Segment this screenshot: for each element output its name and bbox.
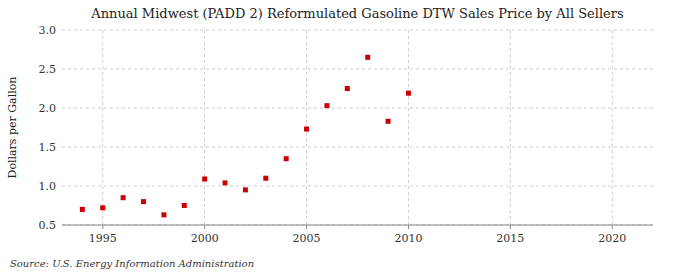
x-tick bbox=[510, 225, 511, 229]
point bbox=[80, 207, 85, 212]
x-grid-line bbox=[612, 30, 613, 225]
points bbox=[80, 55, 411, 218]
point bbox=[345, 86, 350, 91]
title: Annual Midwest (PADD 2) Reformulated Gas… bbox=[90, 6, 623, 21]
x-tick bbox=[408, 225, 409, 229]
y-grid-line bbox=[62, 147, 653, 148]
y-tick-label: 0.5 bbox=[39, 219, 57, 232]
y-tick-label: 2.5 bbox=[39, 63, 57, 76]
x-grid-line bbox=[408, 30, 409, 225]
y-grid-line bbox=[62, 69, 653, 70]
y-grid-line bbox=[62, 186, 653, 187]
x-tick-label: 2000 bbox=[191, 232, 219, 245]
x-grid-line bbox=[510, 30, 511, 225]
point bbox=[161, 212, 166, 217]
point bbox=[100, 205, 105, 210]
point bbox=[243, 187, 248, 192]
y-tick-label: 3.0 bbox=[39, 24, 57, 37]
x-tick bbox=[612, 225, 613, 229]
y-grid-line bbox=[62, 225, 653, 226]
x-tick bbox=[204, 225, 205, 229]
x-tick-label: 2010 bbox=[394, 232, 422, 245]
x-tick-label: 1995 bbox=[89, 232, 117, 245]
x-axis-line bbox=[62, 225, 653, 226]
x-tick-label: 2020 bbox=[598, 232, 626, 245]
point bbox=[141, 199, 146, 204]
y-grid-line bbox=[62, 108, 653, 109]
point bbox=[263, 176, 268, 181]
y-tick-label: 1.0 bbox=[39, 180, 57, 193]
point bbox=[365, 55, 370, 60]
point bbox=[386, 119, 391, 124]
point bbox=[182, 203, 187, 208]
point bbox=[202, 176, 207, 181]
point bbox=[121, 195, 126, 200]
source-note: Source: U.S. Energy Information Administ… bbox=[10, 258, 254, 269]
point bbox=[284, 156, 289, 161]
point bbox=[223, 180, 228, 185]
x-tick-label: 2015 bbox=[496, 232, 524, 245]
chart: Annual Midwest (PADD 2) Reformulated Gas… bbox=[0, 0, 675, 275]
grid bbox=[62, 30, 653, 225]
y-tick-label: 1.5 bbox=[39, 141, 57, 154]
y-tick-label: 2.0 bbox=[39, 102, 57, 115]
point bbox=[406, 91, 411, 96]
x-tick bbox=[306, 225, 307, 229]
y-axis-label: Dollars per Gallon bbox=[6, 77, 19, 179]
x-grid-line bbox=[102, 30, 103, 225]
x-grid-line bbox=[204, 30, 205, 225]
y-grid-line bbox=[62, 30, 653, 31]
x-tick bbox=[102, 225, 103, 229]
point bbox=[324, 103, 329, 108]
point bbox=[304, 127, 309, 132]
x-tick-label: 2005 bbox=[293, 232, 321, 245]
